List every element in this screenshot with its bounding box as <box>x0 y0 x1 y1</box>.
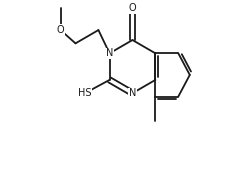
Text: HS: HS <box>78 88 92 98</box>
Text: O: O <box>129 3 136 14</box>
Text: O: O <box>57 25 64 35</box>
Text: N: N <box>129 88 136 98</box>
Text: N: N <box>106 48 113 58</box>
